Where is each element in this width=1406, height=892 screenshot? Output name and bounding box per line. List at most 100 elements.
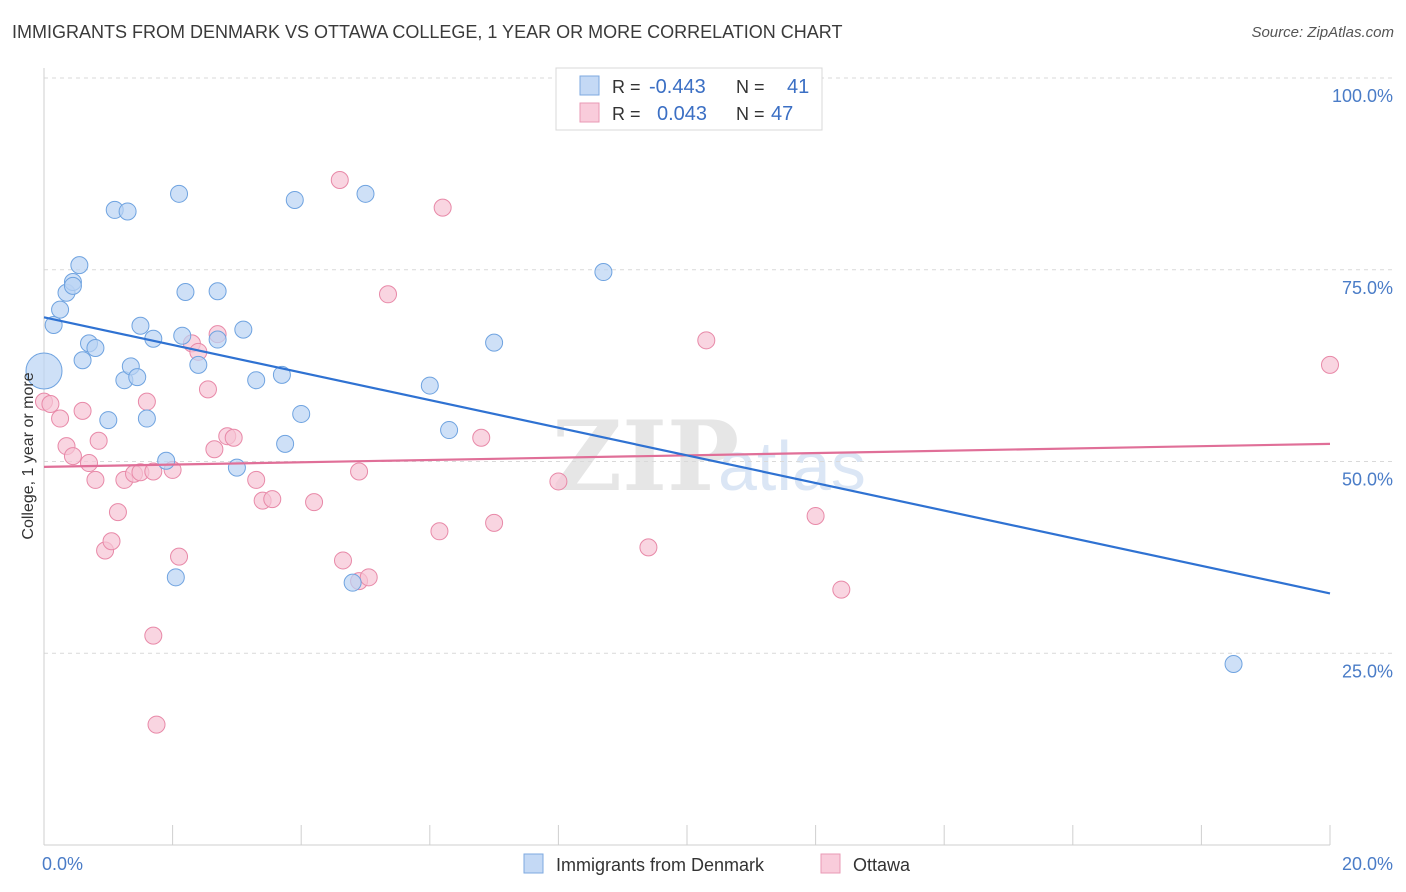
denmark-point xyxy=(272,365,291,384)
denmark-point xyxy=(99,411,118,430)
legend-n-label-ottawa: N = xyxy=(736,104,765,124)
series-swatch-denmark xyxy=(523,853,544,874)
ottawa-point xyxy=(198,380,217,399)
denmark-point xyxy=(25,352,63,390)
ottawa-point xyxy=(549,472,568,491)
gridlines xyxy=(44,77,1392,654)
legend-swatch-ottawa xyxy=(579,102,600,123)
ottawa-point xyxy=(430,522,449,541)
ottawa-point xyxy=(73,401,92,420)
source-credit: Source: ZipAtlas.com xyxy=(1251,24,1394,41)
ottawa-point xyxy=(205,440,224,459)
ottawa-point xyxy=(330,171,349,190)
denmark-point xyxy=(189,355,208,374)
ottawa-point xyxy=(170,547,189,566)
ottawa-point xyxy=(86,470,105,489)
denmark-point xyxy=(137,409,156,428)
denmark-point xyxy=(208,282,227,301)
watermark-atlas: atlas xyxy=(718,427,866,505)
ottawa-point xyxy=(51,409,70,428)
ottawa-point xyxy=(41,394,60,413)
series-swatch-ottawa xyxy=(820,853,841,874)
denmark-point xyxy=(420,376,439,395)
chart-title: IMMIGRANTS FROM DENMARK VS OTTAWA COLLEG… xyxy=(12,22,843,42)
ottawa-point xyxy=(832,580,851,599)
denmark-point xyxy=(285,190,304,209)
ottawa-point xyxy=(333,551,352,570)
denmark-point xyxy=(63,276,82,295)
trend-lines xyxy=(43,316,1331,595)
ottawa-point xyxy=(102,532,121,551)
denmark-point xyxy=(51,300,70,319)
y-tick-label: 25.0% xyxy=(1342,661,1393,681)
ottawa-point xyxy=(697,331,716,350)
series-legend: Immigrants from Denmark Ottawa xyxy=(523,853,911,875)
legend-r-value-denmark: -0.443 xyxy=(649,76,706,98)
denmark-point xyxy=(234,320,253,339)
ottawa-point xyxy=(379,285,398,304)
denmark-point xyxy=(176,282,195,301)
denmark-point xyxy=(86,338,105,357)
denmark-point xyxy=(73,351,92,370)
legend-n-value-ottawa: 47 xyxy=(771,103,793,125)
ottawa-point xyxy=(433,198,452,217)
denmark-point xyxy=(128,368,147,387)
y-tick-label: 100.0% xyxy=(1332,86,1393,106)
denmark-point xyxy=(208,330,227,349)
y-axis-label: College, 1 year or more xyxy=(20,372,37,539)
denmark-point xyxy=(166,568,185,587)
ottawa-point xyxy=(359,568,378,587)
legend-r-value-ottawa: 0.043 xyxy=(657,103,707,125)
denmark-point xyxy=(343,573,362,592)
y-tick-labels: 25.0% 50.0% 75.0% 100.0% xyxy=(1332,86,1393,681)
ottawa-point xyxy=(144,462,163,481)
denmark-point xyxy=(1224,654,1243,673)
denmark-point xyxy=(157,451,176,470)
legend-swatch-denmark xyxy=(579,75,600,96)
denmark-point xyxy=(594,263,613,282)
x-tick-labels: 0.0% 20.0% xyxy=(42,854,1393,874)
ottawa-point xyxy=(305,493,324,512)
series-label-denmark: Immigrants from Denmark xyxy=(556,855,765,875)
denmark-point xyxy=(170,184,189,203)
x-tick-label: 20.0% xyxy=(1342,854,1393,874)
denmark-point xyxy=(356,184,375,203)
ottawa-point xyxy=(1321,355,1339,374)
series-label-ottawa: Ottawa xyxy=(853,855,911,875)
denmark-point xyxy=(118,202,137,221)
legend-r-label-ottawa: R = xyxy=(612,104,641,124)
denmark-point xyxy=(131,316,150,335)
correlation-legend: R = -0.443 N = 41 R = 0.043 N = 47 xyxy=(555,67,823,131)
ottawa-point xyxy=(137,392,156,411)
y-tick-label: 75.0% xyxy=(1342,278,1393,298)
ottawa-point xyxy=(350,462,369,481)
ottawa-point xyxy=(144,626,163,645)
legend-n-value-denmark: 41 xyxy=(787,76,809,98)
axes xyxy=(43,68,1331,846)
denmark-point xyxy=(173,326,192,345)
ottawa-point xyxy=(63,447,82,466)
ottawa-point xyxy=(89,431,108,450)
ottawa-point xyxy=(80,454,99,473)
legend-r-label-denmark: R = xyxy=(612,77,641,97)
denmark-trend-line xyxy=(43,316,1331,595)
ottawa-point xyxy=(224,428,243,447)
denmark-point xyxy=(440,421,459,440)
legend-n-label-denmark: N = xyxy=(736,77,765,97)
ottawa-point xyxy=(485,513,504,532)
ottawa-point xyxy=(806,506,825,525)
ottawa-points xyxy=(35,171,1339,734)
denmark-point xyxy=(276,434,295,453)
y-tick-label: 50.0% xyxy=(1342,470,1393,490)
ottawa-point xyxy=(639,538,658,557)
ottawa-point xyxy=(247,470,266,489)
x-tick-label: 0.0% xyxy=(42,854,83,874)
ottawa-point xyxy=(108,503,127,522)
denmark-point xyxy=(247,371,266,390)
denmark-point xyxy=(70,256,89,275)
ottawa-point xyxy=(472,428,491,447)
denmark-point xyxy=(485,333,504,352)
denmark-point xyxy=(227,458,246,477)
ottawa-point xyxy=(263,490,282,509)
